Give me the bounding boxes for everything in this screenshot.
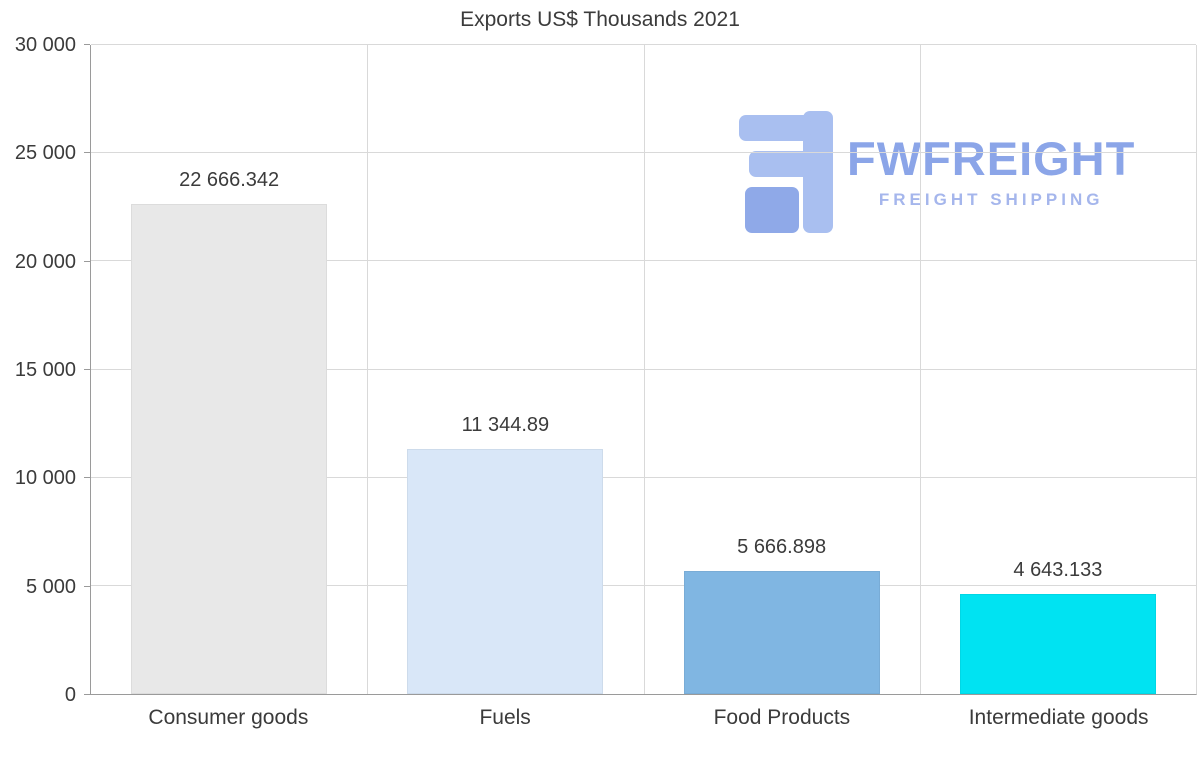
brand-name: FWFREIGHT [847,132,1136,185]
y-tick [84,694,90,695]
x-axis-labels: Consumer goods Fuels Food Products Intermed… [90,706,1197,730]
y-tick [84,44,90,45]
x-category-label: Fuels [479,706,531,729]
gridline-v [367,45,369,694]
bar-intermediate-goods [959,593,1156,694]
y-tick [84,369,90,370]
gridline-h [91,44,1196,45]
y-tick [84,152,90,154]
chart-title: Exports US$ Thousands 2021 [460,8,740,31]
bar-value-label: 11 344.89 [461,413,550,436]
bar-value-label: 22 666.342 [179,168,280,191]
y-tick [84,585,90,587]
bar-food-products [683,571,880,694]
bar-value-label: 5 666.898 [737,536,827,559]
y-tick-label: 0 [64,684,76,706]
y-tick-label: 15 000 [14,359,76,381]
brand-text-block: FWFREIGHT FREIGHT SHIPPING [847,135,1135,210]
y-tick-label: 5 000 [25,575,76,598]
y-tick-label: 25 000 [14,142,76,165]
brand-tagline: FREIGHT SHIPPING [878,190,1104,209]
gridline-v [643,45,645,694]
gridline-v [919,45,921,694]
x-category-label: Intermediate goods [968,706,1149,729]
x-category-label: Consumer goods [148,706,309,729]
y-tick-label: 30 000 [14,34,76,56]
y-tick [84,477,90,479]
y-axis: 0 5 000 10 000 15 000 20 000 25 000 30 000 [0,35,90,705]
plot-area: FWFREIGHT FREIGHT SHIPPING 22 666.342 11 … [90,44,1197,695]
y-tick [84,260,90,262]
y-tick-label: 10 000 [14,467,76,490]
y-tick-label: 20 000 [14,250,76,273]
bar-consumer-goods [131,203,328,694]
bar-fuels [407,448,604,694]
x-category-label: Food Products [713,706,851,729]
bar-value-label: 4 643.133 [1013,558,1103,581]
brand-logo-icon [739,111,833,238]
brand-watermark: FWFREIGHT FREIGHT SHIPPING [739,111,1135,238]
